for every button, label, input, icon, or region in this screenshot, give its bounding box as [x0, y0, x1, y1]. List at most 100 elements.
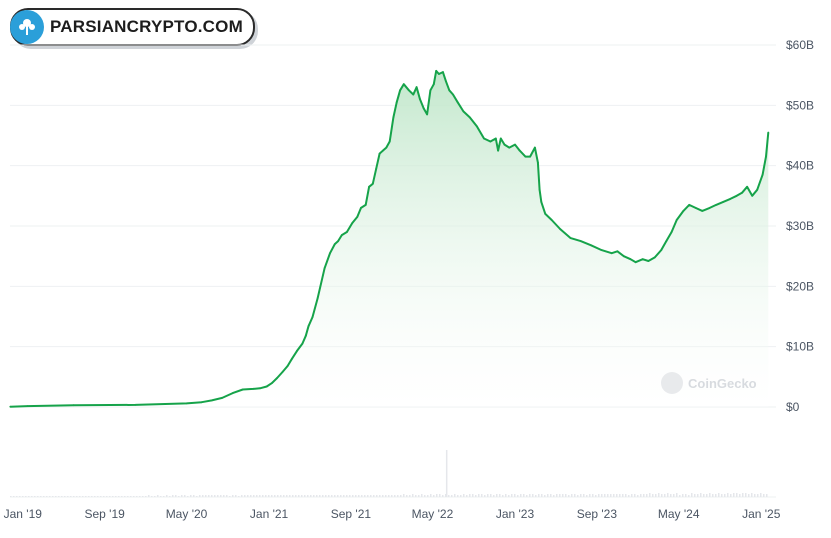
data-point: [301, 342, 304, 345]
volume-bar: [301, 495, 303, 497]
data-point: [653, 256, 656, 259]
data-point: [715, 204, 717, 206]
volume-bar: [592, 494, 594, 497]
volume-bar: [577, 495, 579, 497]
data-point: [432, 83, 435, 86]
volume-bar: [562, 494, 564, 497]
volume-bar: [313, 495, 315, 497]
volume-bar: [193, 495, 195, 497]
volume-bar: [226, 495, 228, 497]
data-point: [694, 207, 697, 209]
volume-bar: [343, 495, 345, 497]
coingecko-watermark-text: CoinGecko: [688, 375, 757, 391]
volume-bar: [502, 495, 504, 497]
volume-bar: [190, 495, 192, 497]
data-point: [751, 194, 754, 197]
data-point: [445, 80, 447, 83]
volume-bar: [298, 495, 300, 497]
data-point: [382, 149, 384, 152]
volume-bar: [115, 496, 117, 497]
volume-bar: [520, 494, 522, 497]
y-tick-label: $60B: [786, 38, 814, 52]
volume-bar: [307, 495, 309, 497]
volume-bar: [457, 495, 459, 497]
volume-bar: [322, 495, 324, 497]
volume-bar: [178, 496, 180, 497]
series-points: [9, 70, 770, 408]
data-point: [438, 73, 440, 75]
volume-bar: [70, 496, 72, 497]
volume-bar: [88, 496, 90, 497]
volume-bar: [526, 495, 528, 497]
volume-bar: [19, 496, 21, 497]
volume-bar: [580, 494, 582, 497]
volume-bar: [388, 495, 390, 497]
data-point: [569, 237, 572, 240]
data-point: [497, 149, 499, 152]
volume-bar: [604, 494, 606, 497]
volume-bar: [205, 495, 207, 497]
volume-bar: [601, 494, 603, 497]
data-point: [489, 140, 492, 143]
data-point: [72, 404, 75, 407]
volume-bar: [106, 496, 108, 497]
volume-bar: [49, 496, 51, 497]
data-point: [476, 125, 478, 128]
data-point: [368, 185, 370, 188]
volume-bar: [727, 493, 729, 497]
volume-bar: [247, 495, 249, 497]
volume-bar: [244, 495, 246, 497]
data-point: [323, 267, 326, 270]
volume-bar: [10, 496, 12, 497]
data-point: [185, 402, 188, 405]
volume-bar: [229, 496, 231, 497]
volume-bar: [157, 495, 159, 497]
data-point: [397, 95, 400, 98]
volume-bar: [121, 496, 123, 497]
data-point: [722, 201, 725, 203]
volume-bar: [445, 450, 448, 497]
data-point: [286, 365, 289, 367]
volume-bar: [292, 495, 294, 497]
volume-bar: [544, 495, 546, 497]
volume-bar: [169, 496, 171, 497]
volume-bar: [703, 494, 705, 497]
volume-bar: [697, 494, 699, 497]
volume-bar: [523, 494, 525, 497]
y-tick-label: $20B: [786, 279, 814, 293]
data-point: [399, 89, 401, 92]
volume-bars: [10, 450, 768, 497]
volume-bar: [40, 496, 42, 497]
volume-bar: [682, 494, 684, 497]
volume-bar: [148, 495, 150, 497]
volume-bar: [403, 494, 405, 497]
volume-bar: [631, 494, 633, 497]
y-axis: $0 $10B $20B $30B $40B $50B $60B: [786, 38, 814, 414]
data-point: [508, 146, 511, 149]
volume-bar: [118, 496, 120, 497]
volume-bar: [286, 495, 288, 497]
volume-bar: [124, 496, 126, 497]
volume-bar: [508, 495, 510, 497]
volume-bar: [103, 496, 105, 497]
data-point: [304, 334, 307, 337]
data-point: [375, 167, 378, 170]
volume-bar: [268, 495, 270, 497]
y-tick-label: $0: [786, 400, 800, 414]
volume-bar: [262, 495, 264, 497]
volume-bar: [430, 494, 432, 497]
data-point: [540, 201, 543, 203]
volume-bar: [202, 495, 204, 497]
data-point: [134, 404, 137, 406]
coingecko-icon: [661, 372, 683, 394]
data-point: [741, 191, 743, 194]
data-point: [503, 143, 506, 146]
volume-bar: [142, 496, 144, 497]
data-point: [708, 207, 711, 209]
data-point: [221, 397, 224, 399]
volume-bar: [763, 494, 765, 497]
volume-bar: [334, 495, 336, 497]
volume-bar: [235, 495, 237, 497]
volume-bar: [199, 495, 201, 497]
data-point: [385, 146, 388, 149]
